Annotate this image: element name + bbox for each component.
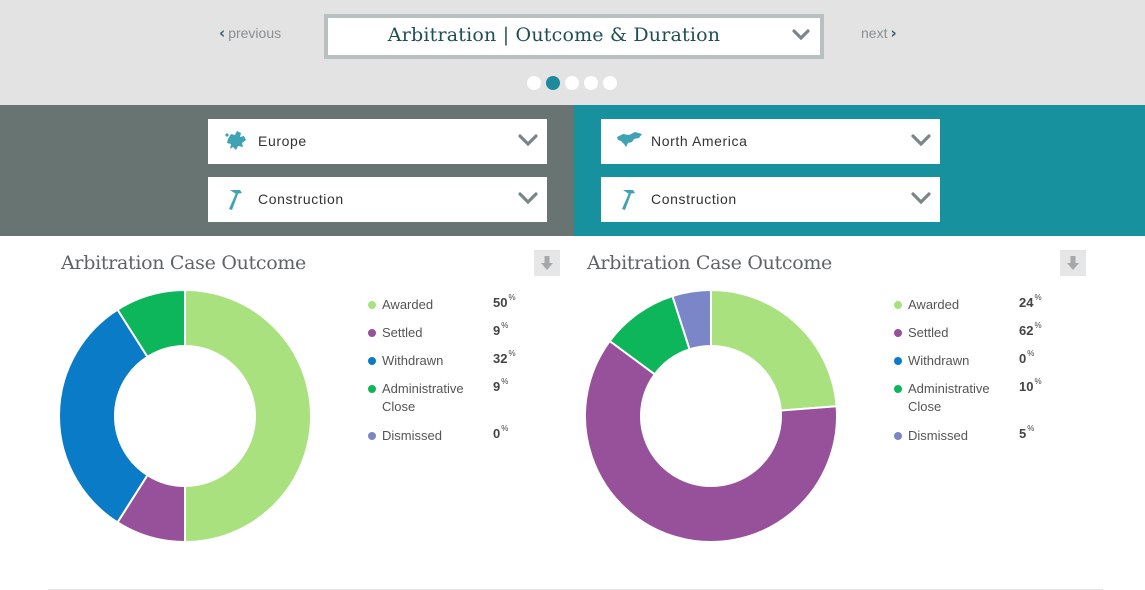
- legend-swatch: [368, 329, 376, 337]
- legend-value: 10%: [1019, 377, 1042, 394]
- pagination-dot[interactable]: [527, 76, 541, 90]
- legend-value: 24%: [1019, 293, 1042, 310]
- legend-label: Awarded: [382, 297, 434, 312]
- legend-item[interactable]: Administrative Close 10%: [894, 377, 1054, 425]
- hammer-icon: [622, 190, 635, 210]
- legend-value: 5%: [1019, 424, 1035, 441]
- chevron-right-icon: ›: [890, 23, 897, 42]
- view-selector[interactable]: Arbitration | Outcome & Duration: [324, 14, 824, 59]
- download-icon: [541, 256, 553, 270]
- next-label: next: [861, 25, 888, 41]
- download-button[interactable]: [534, 250, 560, 276]
- chart-title: Arbitration Case Outcome: [61, 252, 307, 274]
- donut-slice-withdrawn[interactable]: [58, 308, 149, 524]
- view-selector-title: Arbitration | Outcome & Duration: [387, 24, 721, 46]
- region-dropdown-left[interactable]: Europe: [208, 119, 547, 164]
- legend-swatch: [894, 432, 902, 440]
- legend-value: 62%: [1019, 321, 1042, 338]
- legend-swatch: [368, 432, 376, 440]
- outcome-chart-left: Arbitration Case Outcome Awarded 50% Settl…: [50, 236, 590, 576]
- download-icon: [1067, 256, 1079, 270]
- donut-slice-settled[interactable]: [584, 339, 838, 543]
- legend-value: 0%: [1019, 349, 1035, 366]
- top-navigation: ‹ previous Arbitration | Outcome & Durat…: [0, 0, 1145, 105]
- pagination-dot[interactable]: [603, 76, 617, 90]
- region-label-left: Europe: [258, 133, 307, 149]
- pagination-dot[interactable]: [565, 76, 579, 90]
- hammer-icon: [229, 190, 242, 210]
- legend-swatch: [894, 329, 902, 337]
- chart-title: Arbitration Case Outcome: [587, 252, 833, 274]
- legend-item[interactable]: Administrative Close 9%: [368, 377, 528, 425]
- legend-swatch: [368, 385, 376, 393]
- sector-dropdown-left[interactable]: Construction: [208, 177, 547, 222]
- sector-label-left: Construction: [258, 191, 344, 207]
- download-button[interactable]: [1060, 250, 1086, 276]
- region-label-right: North America: [651, 133, 748, 149]
- europe-map-icon: [225, 131, 246, 150]
- legend-label: Withdrawn: [382, 353, 444, 368]
- outcome-chart-right: Arbitration Case Outcome Awarded 24% Settl…: [576, 236, 1116, 576]
- legend-item[interactable]: Settled 62%: [894, 321, 1054, 350]
- pagination-dots: [527, 76, 617, 90]
- chart-legend: Awarded 50% Settled 9% Withdrawn 32% Administr…: [368, 293, 528, 453]
- legend-item[interactable]: Withdrawn 32%: [368, 349, 528, 378]
- legend-value: 50%: [493, 293, 516, 310]
- legend-value: 0%: [493, 424, 509, 441]
- legend-swatch: [894, 301, 902, 309]
- legend-value: 9%: [493, 321, 509, 338]
- legend-swatch: [368, 357, 376, 365]
- legend-swatch: [894, 385, 902, 393]
- chevron-down-icon: [792, 29, 810, 41]
- chevron-down-icon: [911, 134, 931, 147]
- pagination-dot[interactable]: [546, 76, 560, 90]
- legend-item[interactable]: Withdrawn 0%: [894, 349, 1054, 378]
- legend-value: 9%: [493, 377, 509, 394]
- chevron-down-icon: [911, 192, 931, 205]
- donut-slice-awarded[interactable]: [184, 288, 312, 544]
- next-link[interactable]: next ›: [861, 25, 897, 41]
- donut-chart: [584, 288, 838, 543]
- donut-chart: [58, 288, 312, 544]
- legend-label: Dismissed: [382, 428, 442, 443]
- legend-item[interactable]: Awarded 50%: [368, 293, 528, 322]
- legend-item[interactable]: Dismissed 5%: [894, 424, 1054, 453]
- chart-legend: Awarded 24% Settled 62% Withdrawn 0% Administr…: [894, 293, 1054, 453]
- legend-label: Withdrawn: [908, 353, 970, 368]
- north-america-map-icon: [617, 132, 642, 147]
- legend-label: Awarded: [908, 297, 960, 312]
- previous-link[interactable]: ‹ previous: [219, 25, 281, 41]
- legend-swatch: [894, 357, 902, 365]
- legend-label: Administrative Close: [382, 381, 464, 414]
- right-filter-panel: North America Construction: [574, 105, 1145, 236]
- legend-item[interactable]: Awarded 24%: [894, 293, 1054, 322]
- legend-label: Settled: [382, 325, 423, 340]
- legend-label: Dismissed: [908, 428, 968, 443]
- donut-slice-dismissed[interactable]: [671, 288, 712, 351]
- donut-slice-awarded[interactable]: [710, 288, 838, 412]
- filter-band: Europe Construction North America: [0, 105, 1145, 236]
- previous-label: previous: [228, 25, 282, 41]
- legend-value: 32%: [493, 349, 516, 366]
- legend-label: Administrative Close: [908, 381, 990, 414]
- chevron-down-icon: [518, 192, 538, 205]
- left-filter-panel: Europe Construction: [0, 105, 574, 236]
- region-dropdown-right[interactable]: North America: [601, 119, 940, 164]
- chevron-left-icon: ‹: [219, 23, 226, 42]
- chevron-down-icon: [518, 134, 538, 147]
- sector-label-right: Construction: [651, 191, 737, 207]
- legend-swatch: [368, 301, 376, 309]
- donut-slice-administrative-close[interactable]: [116, 288, 186, 359]
- legend-item[interactable]: Dismissed 0%: [368, 424, 528, 453]
- sector-dropdown-right[interactable]: Construction: [601, 177, 940, 222]
- legend-item[interactable]: Settled 9%: [368, 321, 528, 350]
- legend-label: Settled: [908, 325, 949, 340]
- pagination-dot[interactable]: [584, 76, 598, 90]
